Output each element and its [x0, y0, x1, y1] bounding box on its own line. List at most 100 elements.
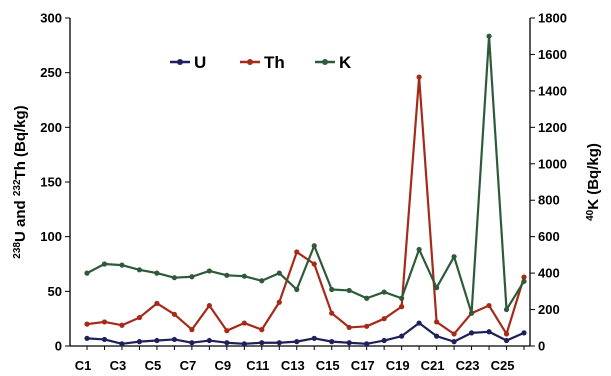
y-right-tick-label: 1000	[538, 156, 567, 171]
y-left-tick-label: 250	[40, 65, 62, 80]
data-point-th	[276, 299, 282, 305]
series-line-th	[86, 75, 526, 336]
data-point-u	[521, 330, 527, 336]
data-point-u	[119, 341, 125, 347]
y-left-tick-label: 0	[55, 339, 62, 354]
data-point-u	[451, 339, 457, 345]
x-tick-label: C13	[281, 358, 305, 373]
x-tick-label: C3	[110, 358, 127, 373]
data-point-u	[294, 339, 300, 345]
y-right-tick-label: 1600	[538, 47, 567, 62]
data-point-k	[311, 243, 317, 249]
data-point-u	[154, 337, 160, 344]
data-point-k	[364, 295, 370, 301]
legend-label-k: K	[339, 53, 352, 72]
y-left-tick-label: 200	[40, 120, 62, 135]
data-point-k	[259, 278, 265, 284]
data-point-th	[224, 328, 230, 334]
data-point-u	[381, 337, 387, 344]
data-point-k	[276, 270, 282, 276]
data-point-u	[259, 340, 265, 346]
x-tick-label: C21	[421, 358, 445, 373]
data-point-u	[486, 329, 492, 335]
x-tick-label: C25	[491, 358, 515, 373]
x-tick-label: C15	[316, 358, 340, 373]
data-point-th	[399, 304, 405, 310]
data-point-u	[206, 337, 212, 344]
data-point-k	[224, 272, 230, 278]
data-point-u	[276, 340, 282, 346]
data-point-k	[241, 273, 247, 279]
series-line-k	[86, 35, 525, 315]
y-left-tick-label: 300	[40, 11, 62, 26]
y-right-tick-label: 1800	[538, 11, 567, 26]
data-point-th	[294, 249, 300, 255]
data-point-k	[329, 286, 335, 293]
data-point-th	[154, 300, 160, 306]
data-point-k	[154, 270, 160, 276]
data-point-th	[259, 327, 265, 333]
data-point-th	[311, 261, 317, 267]
data-point-k	[294, 286, 300, 293]
series-layer	[84, 33, 527, 347]
data-point-u	[136, 339, 143, 345]
data-point-u	[101, 336, 108, 343]
data-point-u	[364, 341, 370, 347]
data-point-u	[468, 330, 475, 336]
data-point-th	[503, 331, 510, 337]
data-point-u	[399, 333, 405, 339]
data-point-k	[399, 295, 405, 301]
data-point-th	[84, 321, 90, 327]
x-tick-label: C17	[351, 358, 375, 373]
data-point-k	[468, 310, 475, 316]
series-line-u	[86, 321, 525, 345]
data-point-u	[241, 341, 247, 347]
legend-label-u: U	[194, 53, 206, 72]
data-point-k	[189, 274, 195, 280]
x-tick-label: C11	[246, 358, 269, 373]
axes: 0 50 100 150 200 250 300 0 200 400 600 800 1000 1200 1…	[12, 11, 603, 374]
legend: U Th K	[170, 53, 352, 72]
data-point-th	[206, 302, 212, 309]
data-point-k	[346, 287, 352, 294]
y-left-tick-label: 50	[48, 284, 62, 299]
y-right-tick-label: 0	[538, 339, 545, 354]
y-right-tick-label: 400	[538, 266, 560, 281]
data-point-u	[171, 336, 177, 343]
data-point-th	[119, 322, 125, 328]
y-axis-right-title: 40K (Bq/kg)	[585, 143, 603, 221]
data-point-th	[381, 316, 387, 322]
data-point-th	[451, 331, 457, 337]
legend-marker-th	[247, 59, 253, 65]
data-point-th	[329, 310, 335, 316]
data-point-u	[84, 335, 90, 341]
x-tick-label: C1	[75, 358, 92, 373]
data-point-k	[171, 275, 177, 281]
y-left-tick-label: 100	[40, 229, 62, 244]
y-right-tick-label: 1200	[538, 120, 567, 135]
data-point-k	[136, 267, 143, 273]
data-point-th	[241, 320, 247, 326]
y-right-tick-label: 1400	[538, 83, 567, 98]
legend-marker-k	[322, 59, 328, 65]
y-right-tick-label: 800	[538, 193, 560, 208]
x-tick-label: C19	[386, 358, 410, 373]
x-tick-label: C23	[456, 358, 480, 373]
legend-marker-u	[177, 59, 183, 65]
data-point-th	[101, 319, 108, 325]
data-point-th	[171, 311, 177, 317]
data-point-k	[119, 262, 125, 268]
data-point-k	[434, 285, 440, 291]
data-point-k	[486, 33, 492, 39]
data-point-u	[189, 340, 195, 346]
data-point-k	[503, 306, 510, 313]
data-point-th	[346, 324, 352, 331]
data-point-th	[434, 319, 440, 325]
x-tick-label: C5	[145, 358, 162, 373]
data-point-th	[189, 327, 195, 333]
y-right-tick-label: 600	[538, 229, 560, 244]
data-point-k	[206, 268, 212, 274]
data-point-k	[84, 270, 90, 276]
data-point-u	[311, 335, 317, 341]
data-point-u	[329, 339, 335, 345]
